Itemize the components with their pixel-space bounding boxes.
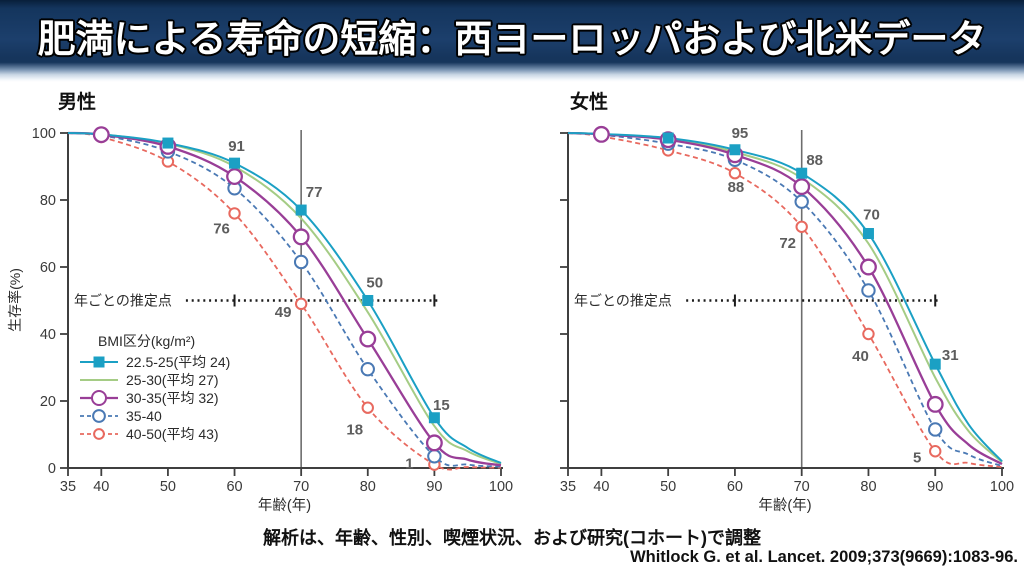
x-tick-label: 35 [60,479,76,495]
legend-label: 22.5-25(平均 24) [126,354,230,370]
x-tick-label: 70 [794,479,810,495]
point-label: 76 [213,220,230,237]
estimate-line-label: 年ごとの推定点 [74,293,172,309]
point-label: 88 [806,152,823,169]
point-label: 70 [863,207,880,224]
x-tick-label: 80 [360,479,376,495]
point-label: 91 [228,138,245,155]
series-line [67,131,502,467]
y-tick-label: 80 [40,193,56,209]
y-tick-label: 100 [32,126,56,142]
marker-circle [795,220,808,234]
x-tick-label: 80 [860,479,876,495]
legend: BMI区分(kg/m²) 22.5-25(平均 24) 25-30(平均 27) 30… [80,333,230,442]
marker-square [862,228,874,239]
legend-label: 25-30(平均 27) [126,372,219,388]
point-label: 5 [913,449,921,466]
point-label: 77 [306,184,323,201]
y-tick-label: 40 [40,327,56,343]
marker-circle [794,194,809,209]
marker-circle [292,228,310,246]
point-label: 18 [346,422,363,439]
point-label: 88 [728,179,745,196]
marker-circle [226,168,243,186]
y-tick-label: 20 [40,394,56,410]
marker-circle [228,207,241,220]
x-axis-title: 年齢(年) [758,497,811,514]
marker-circle [427,449,442,464]
x-tick-label: 50 [660,479,676,495]
legend-label: 35-40 [126,408,162,424]
marker-circle [793,178,811,196]
x-tick-label: 40 [593,479,609,495]
marker-circle [929,445,942,458]
citation: Whitlock G. et al. Lancet. 2009;373(9669… [630,548,1018,566]
y-tick-label: 0 [48,461,56,477]
x-axis-title: 年齢(年) [258,497,311,514]
marker-square [295,204,307,216]
point-label: 72 [779,235,796,252]
marker-circle [294,297,308,311]
point-label: 49 [275,304,292,321]
marker-circle [861,283,876,298]
marker-circle [361,401,374,414]
marker-circle [928,422,943,437]
marker-circle [425,434,443,452]
marker-square [796,167,808,179]
marker-square [162,137,174,149]
point-label: 50 [366,275,383,292]
panel-male: 年ごとの推定点 35 40 50 60 70 80 90 100 0 20 40 60 80 100 年齢(年… [32,90,513,514]
series-line [567,132,1003,467]
marker-circle [359,330,377,348]
point-label: 15 [433,397,450,414]
marker-square [229,157,241,169]
y-axis-title: 生存率(%) [7,268,23,332]
legend-marker-circle [91,390,107,406]
point-label: 1 [405,456,413,473]
legend-label: 30-35(平均 32) [126,390,219,406]
marker-square [662,132,674,144]
x-tick-label: 50 [160,479,176,495]
marker-circle [592,125,610,143]
x-tick-label: 40 [93,479,109,495]
marker-circle [360,361,375,377]
y-tick-label: 60 [40,260,56,276]
title-bar: 肥満による寿命の短縮：西ヨーロッパおよび北米データ [0,0,1024,82]
marker-circle [860,258,877,276]
x-tick-label: 100 [489,479,513,495]
series-line [567,132,1003,462]
series-line [567,132,1003,468]
x-tick-label: 60 [727,479,743,495]
x-tick-label: 100 [990,479,1014,495]
point-label: 95 [732,125,749,142]
marker-circle [862,327,875,341]
legend-marker-square [93,356,105,368]
adjustment-note: 解析は、年齢、性別、喫煙状況、および研究(コホート)で調整 [263,528,761,548]
legend-marker-circle [93,428,105,440]
point-label: 40 [852,348,869,365]
marker-circle [728,167,742,180]
marker-circle [926,395,944,413]
x-tick-label: 35 [560,479,576,495]
x-tick-label: 70 [293,479,309,495]
legend-marker-circle [92,409,106,423]
slide-title: 肥満による寿命の短縮：西ヨーロッパおよび北米データ [37,19,987,61]
marker-circle [293,254,309,270]
marker-square [929,358,941,370]
panel-title: 女性 [570,90,608,113]
marker-square [729,144,741,156]
x-tick-label: 60 [226,479,242,495]
marker-circle [92,126,110,144]
x-tick-label: 90 [927,479,943,495]
panel-title: 男性 [58,90,96,113]
estimate-line-label: 年ごとの推定点 [574,293,672,309]
legend-label: 40-50(平均 43) [126,426,219,442]
x-tick-label: 90 [426,479,442,495]
point-label: 31 [942,347,959,364]
marker-square [428,412,440,424]
panel-female: 年ごとの推定点 35 40 50 60 70 80 90 100 年齢(年) 女性 88 72 40 5 95… [560,90,1014,514]
legend-title: BMI区分(kg/m²) [98,333,195,349]
marker-square [362,295,374,306]
